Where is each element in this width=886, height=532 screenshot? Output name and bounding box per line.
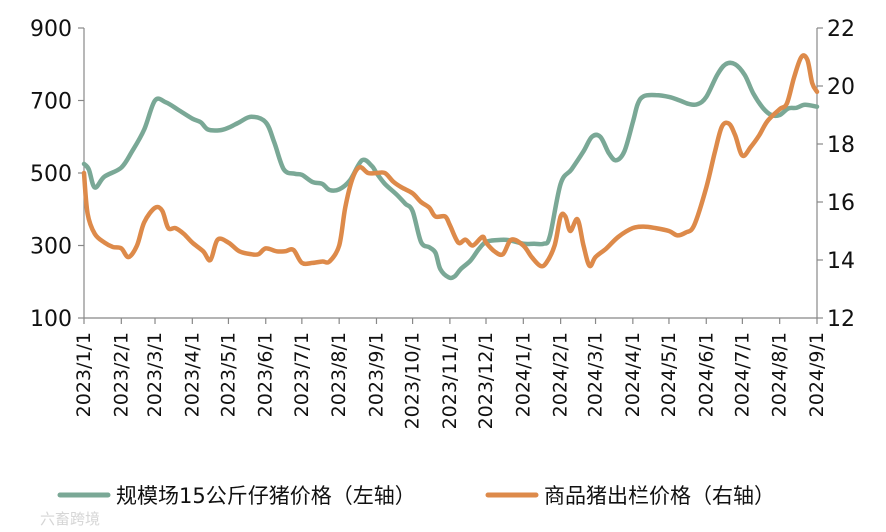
right-tick-label: 16 <box>827 191 855 216</box>
series-line-hog-price <box>81 53 820 269</box>
x-tick-label: 2024/6/1 <box>695 332 717 417</box>
x-tick-label: 2024/2/1 <box>550 332 572 417</box>
x-tick-label: 2024/9/1 <box>806 332 828 417</box>
right-tick-label: 12 <box>827 307 855 332</box>
x-tick-label: 2023/7/1 <box>291 332 313 417</box>
right-tick-label: 14 <box>827 249 855 274</box>
right-tick-label: 20 <box>827 75 855 100</box>
x-tick-label: 2024/5/1 <box>658 332 680 417</box>
x-tick-label: 2023/3/1 <box>144 332 166 417</box>
right-tick-label: 18 <box>827 133 855 158</box>
x-axis-ticks: 2023/1/1 2023/2/1 2023/3/1 2023/4/1 2023/5/1… <box>73 318 828 429</box>
left-axis-ticks: 100 300 500 700 900 <box>30 17 84 332</box>
watermark: 六畜跨境 <box>40 510 100 528</box>
x-tick-label: 2024/8/1 <box>769 332 791 417</box>
x-tick-label: 2023/6/1 <box>255 332 277 417</box>
left-tick-label: 700 <box>30 90 72 115</box>
x-tick-label: 2024/1/1 <box>512 332 534 417</box>
left-tick-label: 100 <box>30 307 72 332</box>
series-line-piglet-price <box>81 60 820 281</box>
x-tick-label: 2023/1/1 <box>73 332 95 417</box>
x-tick-label: 2024/4/1 <box>622 332 644 417</box>
left-tick-label: 500 <box>30 162 72 187</box>
right-tick-label: 22 <box>827 17 855 42</box>
x-tick-label: 2023/9/1 <box>365 332 387 417</box>
x-tick-label: 2024/7/1 <box>731 332 753 417</box>
chart-legend: 规模场15公斤仔猪价格（左轴） 商品猪出栏价格（右轴） <box>57 484 775 508</box>
right-axis-ticks: 12 14 16 18 20 22 <box>817 17 855 332</box>
watermark-text: 六畜跨境 <box>40 510 100 528</box>
x-tick-label: 2023/12/1 <box>475 332 497 429</box>
x-tick-label: 2023/8/1 <box>328 332 350 417</box>
x-tick-label: 2024/3/1 <box>585 332 607 417</box>
chart-axes <box>83 28 818 319</box>
chart-series <box>81 53 820 281</box>
x-tick-label: 2023/11/1 <box>439 332 461 429</box>
legend-label: 规模场15公斤仔猪价格（左轴） <box>116 484 416 508</box>
left-tick-label: 900 <box>30 17 72 42</box>
x-tick-label: 2023/4/1 <box>181 332 203 417</box>
x-tick-label: 2023/10/1 <box>402 332 424 429</box>
legend-label: 商品猪出栏价格（右轴） <box>544 484 775 508</box>
x-tick-label: 2023/2/1 <box>110 332 132 417</box>
left-tick-label: 300 <box>30 235 72 260</box>
x-tick-label: 2023/5/1 <box>217 332 239 417</box>
